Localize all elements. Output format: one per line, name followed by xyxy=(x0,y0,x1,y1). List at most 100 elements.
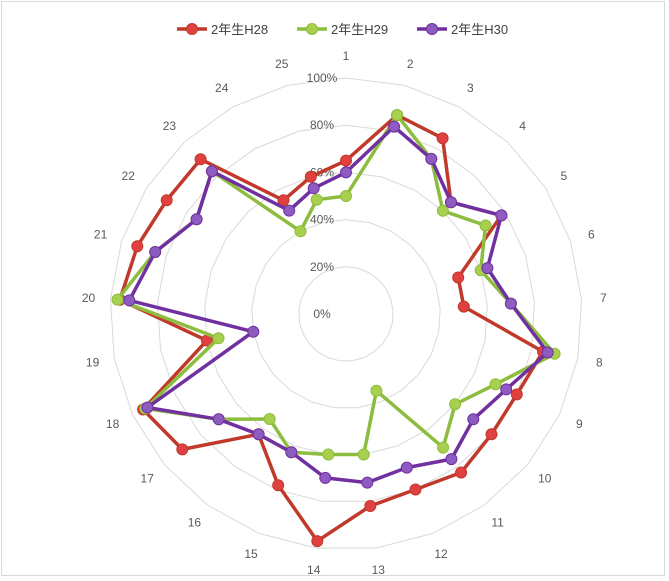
category-label: 2 xyxy=(407,57,414,71)
category-label: 20 xyxy=(82,291,96,305)
category-label: 19 xyxy=(86,355,100,369)
legend: 2年生H28 2年生H29 2年生H30 xyxy=(177,22,508,37)
data-point xyxy=(436,204,449,217)
data-point xyxy=(445,453,458,466)
category-label: 4 xyxy=(519,119,526,133)
grid-ring xyxy=(298,266,394,362)
data-point xyxy=(212,413,225,426)
data-point xyxy=(391,109,404,122)
category-label: 13 xyxy=(372,563,386,577)
data-point xyxy=(111,293,124,306)
data-point xyxy=(160,194,173,207)
data-point xyxy=(304,170,317,183)
legend-label: 2年生H29 xyxy=(331,22,388,37)
data-point xyxy=(388,120,401,133)
legend-swatch-marker xyxy=(306,23,318,35)
tick-label: 80% xyxy=(310,118,334,132)
tick-label: 20% xyxy=(310,260,334,274)
data-point xyxy=(247,325,260,338)
legend-label: 2年生H28 xyxy=(211,22,268,37)
category-label: 7 xyxy=(600,291,607,305)
data-point xyxy=(500,383,513,396)
data-point xyxy=(123,294,136,307)
data-point xyxy=(361,476,374,489)
category-labels: 1234567891011121314151617181920212223242… xyxy=(82,49,607,577)
data-point xyxy=(370,384,383,397)
series-line xyxy=(127,124,550,485)
data-point xyxy=(272,479,285,492)
data-point xyxy=(541,346,554,359)
category-label: 3 xyxy=(467,81,474,95)
data-point xyxy=(149,246,162,258)
category-label: 17 xyxy=(141,472,155,486)
category-label: 25 xyxy=(275,57,289,71)
data-point xyxy=(311,535,324,548)
category-label: 15 xyxy=(244,547,258,561)
series xyxy=(123,120,554,489)
data-point xyxy=(307,182,320,195)
grid-ring xyxy=(109,77,583,549)
data-point xyxy=(283,204,296,217)
data-point xyxy=(357,448,370,461)
data-point xyxy=(489,378,502,391)
legend-swatch-marker xyxy=(426,23,438,35)
data-point xyxy=(495,209,508,222)
category-label: 1 xyxy=(343,49,350,63)
data-point xyxy=(205,165,218,178)
series-layer xyxy=(111,109,561,548)
data-point xyxy=(449,398,462,411)
data-point xyxy=(340,190,352,202)
data-point xyxy=(510,388,523,401)
category-label: 22 xyxy=(122,169,136,183)
series-line xyxy=(118,113,545,543)
data-point xyxy=(467,413,480,426)
tick-label: 40% xyxy=(310,213,334,227)
legend-item: 2年生H28 xyxy=(177,22,268,37)
tick-label: 0% xyxy=(313,307,331,321)
data-point xyxy=(481,262,494,275)
data-point xyxy=(294,225,307,238)
grid-ring xyxy=(251,219,441,409)
data-point xyxy=(131,240,144,253)
data-point xyxy=(340,154,352,167)
category-label: 10 xyxy=(538,472,552,486)
data-point xyxy=(212,332,225,345)
data-point xyxy=(322,448,335,461)
category-label: 16 xyxy=(188,516,202,530)
data-point xyxy=(455,466,468,479)
tick-label: 100% xyxy=(307,71,338,85)
category-label: 9 xyxy=(576,417,583,431)
data-point xyxy=(340,166,352,179)
data-point xyxy=(479,219,492,232)
data-point xyxy=(437,441,450,454)
data-point xyxy=(364,500,377,512)
data-point xyxy=(194,153,207,166)
category-label: 21 xyxy=(94,227,108,241)
category-label: 23 xyxy=(163,119,177,133)
data-point xyxy=(141,401,154,414)
category-label: 5 xyxy=(560,169,567,183)
category-label: 12 xyxy=(434,547,448,561)
data-point xyxy=(190,213,203,226)
data-point xyxy=(263,413,276,425)
grid-ring xyxy=(157,124,535,502)
data-point xyxy=(452,271,465,284)
category-label: 6 xyxy=(588,227,595,241)
category-label: 8 xyxy=(596,355,603,369)
data-point xyxy=(252,428,265,441)
data-point xyxy=(504,297,517,310)
legend-label: 2年生H30 xyxy=(451,22,508,37)
data-point xyxy=(485,428,498,441)
category-label: 14 xyxy=(307,563,321,577)
data-point xyxy=(319,471,332,484)
legend-swatch-marker xyxy=(186,23,198,35)
data-point xyxy=(400,461,413,474)
category-label: 11 xyxy=(491,516,504,530)
data-point xyxy=(409,483,422,496)
data-point xyxy=(457,300,470,313)
category-label: 18 xyxy=(106,417,120,431)
data-point xyxy=(425,152,438,165)
legend-item: 2年生H29 xyxy=(297,22,388,37)
